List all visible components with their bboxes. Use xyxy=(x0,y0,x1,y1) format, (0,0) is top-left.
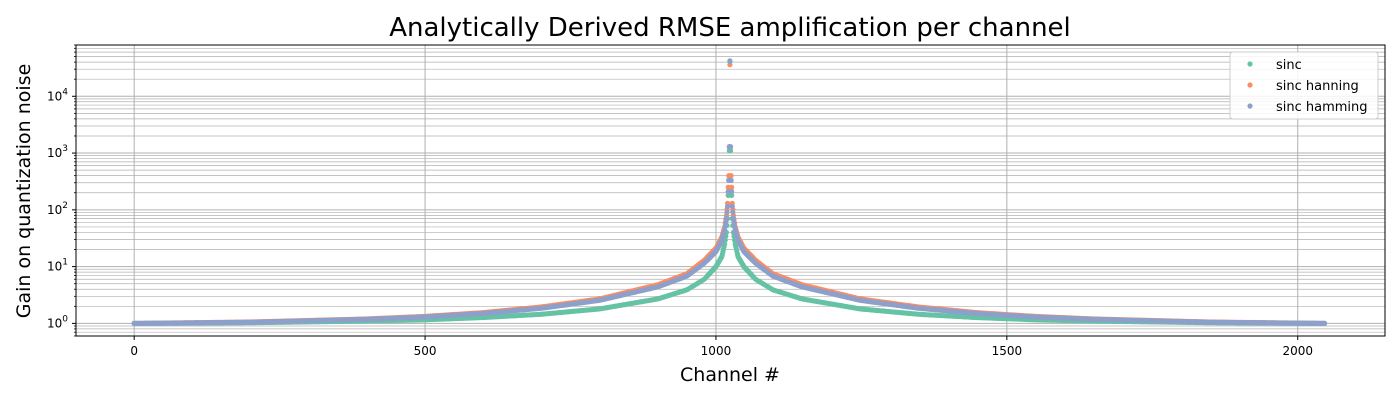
y-tick-label: 103 xyxy=(47,144,68,160)
x-axis-title: Channel # xyxy=(680,364,780,386)
data-point xyxy=(727,143,734,150)
y-tick-label: 102 xyxy=(47,201,68,217)
data-point xyxy=(730,209,736,215)
legend-marker-sinc-hamming xyxy=(1247,103,1253,109)
y-axis-ticks: 100 101 102 103 104 xyxy=(47,44,76,337)
y-tick-label: 100 xyxy=(47,314,68,330)
legend-box xyxy=(1229,51,1379,120)
x-tick-label: 0 xyxy=(130,344,138,358)
data-point xyxy=(1321,320,1328,326)
x-tick-label: 500 xyxy=(414,344,437,358)
legend-label-sinc: sinc xyxy=(1276,58,1302,73)
data-point xyxy=(727,148,734,154)
data-point xyxy=(731,219,737,225)
series-sinc-hamming xyxy=(131,58,1328,326)
data-point xyxy=(731,223,738,229)
y-tick-label: 101 xyxy=(47,258,68,274)
plot-frame xyxy=(75,44,1386,337)
data-point xyxy=(729,188,735,195)
legend-label-sinc-hamming: sinc hamming xyxy=(1276,100,1368,115)
legend: sinc sinc hanning sinc hamming xyxy=(1229,51,1379,120)
data-point xyxy=(729,203,735,209)
data-point xyxy=(728,173,734,179)
x-tick-label: 1500 xyxy=(992,344,1023,358)
legend-item-sinc-hamming: sinc hamming xyxy=(1247,100,1368,115)
legend-item-sinc: sinc xyxy=(1247,58,1302,73)
x-tick-label: 1000 xyxy=(701,344,732,358)
legend-label-sinc-hanning: sinc hanning xyxy=(1276,79,1359,94)
legend-marker-sinc-hanning xyxy=(1247,82,1253,88)
data-point xyxy=(728,177,734,183)
legend-marker-sinc xyxy=(1247,61,1253,67)
data-point xyxy=(722,223,728,229)
plot-series xyxy=(131,58,1328,326)
y-axis-title: Gain on quantization noise xyxy=(13,64,35,319)
data-point xyxy=(729,192,735,198)
data-point xyxy=(723,215,730,221)
x-axis-ticks: 0 500 1000 1500 2000 xyxy=(130,336,1313,358)
legend-item-sinc-hanning: sinc hanning xyxy=(1247,79,1359,94)
chart-title: Analytically Derived RMSE amplification … xyxy=(389,13,1071,43)
data-point xyxy=(727,58,733,64)
data-point xyxy=(723,219,729,225)
data-point xyxy=(722,226,728,233)
x-tick-label: 2000 xyxy=(1282,344,1313,358)
data-point xyxy=(724,203,731,209)
data-point xyxy=(729,184,735,190)
data-point xyxy=(730,215,737,221)
y-tick-label: 104 xyxy=(47,87,68,103)
data-point xyxy=(724,209,730,215)
